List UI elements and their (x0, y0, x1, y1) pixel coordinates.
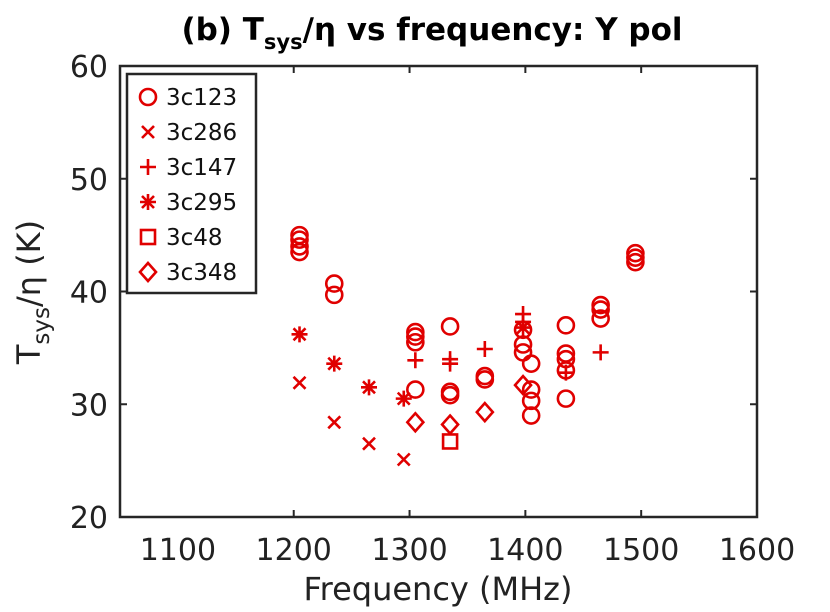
legend-label: 3c123 (166, 85, 237, 111)
data-point-3c348 (405, 411, 426, 434)
data-point-3c348 (475, 401, 495, 424)
data-point-3c348 (513, 374, 533, 397)
data-points (290, 225, 645, 467)
data-point-3c286 (396, 452, 411, 467)
x-tick-label: 1200 (256, 533, 332, 568)
data-point-3c123 (556, 316, 576, 335)
data-point-3c123 (406, 322, 425, 342)
data-point-3c123 (521, 380, 541, 399)
x-tick-label: 1500 (603, 533, 679, 568)
chart-title: (b) Tsys/η vs frequency: Y pol (181, 12, 682, 54)
data-point-3c123 (521, 354, 541, 373)
y-tick-label: 30 (70, 388, 108, 423)
data-point-3c123 (556, 344, 576, 363)
legend: 3c123 3c286 3c147 3c295 3c48 3c348 (125, 72, 258, 295)
data-point-3c123 (626, 243, 645, 263)
x-tick-label: 1100 (140, 533, 216, 568)
legend-marker-3c286 (141, 125, 155, 139)
legend-label: 3c286 (166, 120, 237, 146)
legend-label: 3c147 (166, 155, 237, 181)
y-axis-label: Tsys/η (K) (10, 220, 55, 365)
data-point-3c286 (292, 375, 307, 390)
legend-box (125, 72, 258, 295)
data-point-3c295 (361, 379, 378, 396)
data-point-3c348 (440, 413, 460, 436)
axis-ticks: 1100 1200 1300 1400 1500 1600 20 30 40 50 60 (70, 50, 795, 568)
legend-marker-3c348 (138, 261, 158, 283)
data-point-3c286 (327, 415, 342, 430)
legend-label: 3c48 (166, 225, 223, 251)
data-point-3c123 (290, 237, 309, 256)
legend-marker-3c147 (140, 159, 156, 175)
data-point-3c123 (521, 391, 541, 411)
data-point-3c123 (406, 380, 425, 399)
data-point-3c123 (324, 285, 344, 305)
data-point-3c147 (592, 344, 609, 361)
data-point-3c123 (513, 335, 533, 354)
data-point-3c123 (521, 406, 541, 425)
data-point-3c123 (440, 382, 460, 402)
data-point-3c123 (475, 366, 495, 386)
data-point-3c286 (362, 436, 376, 451)
legend-marker-3c123 (138, 87, 158, 107)
data-point-3c123 (440, 317, 460, 336)
x-tick-label: 1600 (719, 533, 795, 568)
y-tick-label: 60 (70, 50, 108, 85)
data-point-3c295 (326, 355, 343, 372)
data-point-3c123 (591, 295, 610, 315)
legend-marker-3c295 (140, 194, 156, 210)
data-point-3c295 (291, 326, 308, 343)
y-tick-label: 50 (70, 163, 108, 198)
legend-label: 3c348 (166, 260, 237, 286)
legend-marker-3c48 (139, 228, 157, 246)
data-point-3c123 (591, 309, 610, 328)
data-point-3c123 (290, 225, 309, 245)
data-point-3c123 (324, 274, 344, 293)
data-point-3c147 (557, 364, 574, 381)
data-point-3c123 (556, 389, 576, 408)
x-tick-label: 1300 (371, 533, 447, 568)
data-point-3c123 (406, 332, 425, 352)
data-point-3c147 (476, 341, 493, 358)
x-axis-label: Frequency (MHz) (304, 570, 573, 608)
x-tick-label: 1400 (487, 533, 563, 568)
y-tick-label: 20 (70, 501, 108, 536)
legend-label: 3c295 (166, 190, 237, 216)
y-tick-label: 40 (70, 276, 108, 311)
data-point-3c147 (407, 352, 424, 369)
data-point-3c295 (515, 319, 532, 336)
data-point-3c295 (395, 390, 412, 407)
data-point-3c147 (442, 351, 459, 368)
legend-markers (138, 87, 158, 283)
